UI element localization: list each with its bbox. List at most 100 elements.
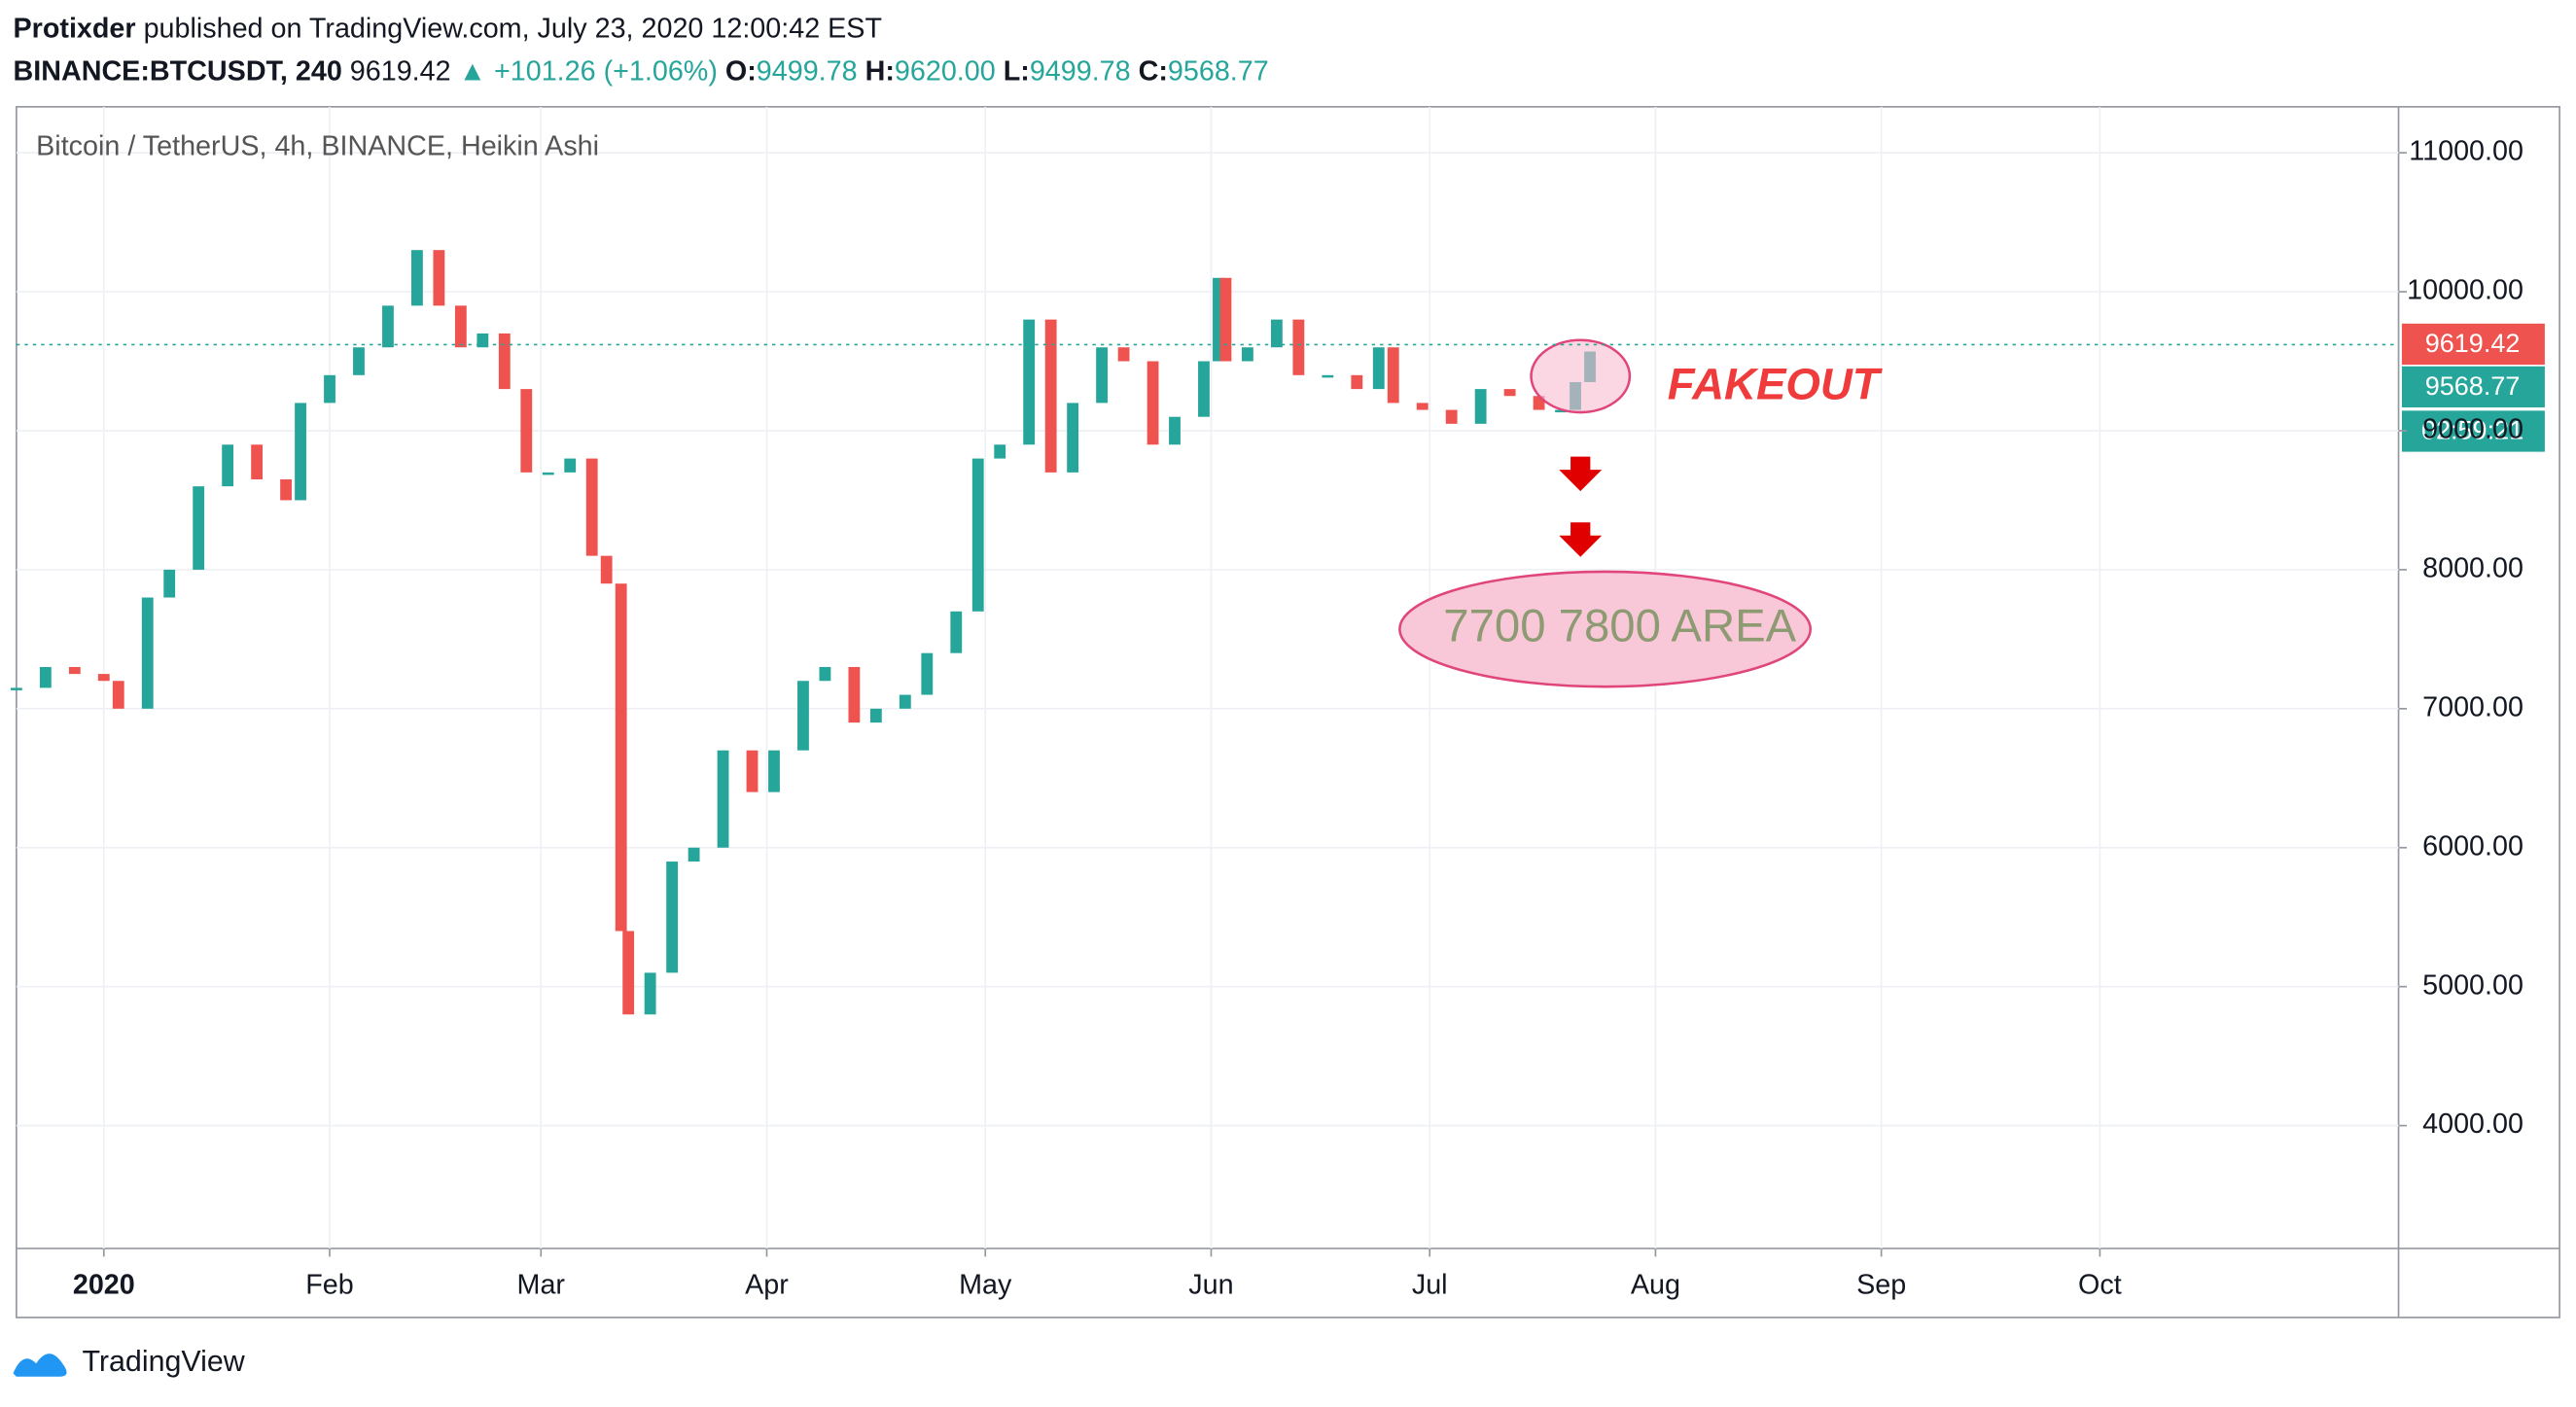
down-arrow xyxy=(1559,522,1603,557)
candle xyxy=(688,847,700,862)
o-label: O: xyxy=(725,55,757,87)
y-tick-label: 4000.00 xyxy=(2422,1108,2523,1140)
candle xyxy=(1322,374,1334,378)
candles xyxy=(10,250,1596,1015)
brand-logo xyxy=(13,1354,67,1377)
x-tick-label: 2020 xyxy=(73,1269,135,1300)
x-tick-label: Jul xyxy=(1412,1269,1448,1300)
candle xyxy=(600,555,613,584)
candle xyxy=(10,687,22,690)
candle xyxy=(848,666,861,723)
candle xyxy=(1147,361,1159,445)
fakeout-label: FAKEOUT xyxy=(1668,360,1884,409)
candle xyxy=(454,305,467,348)
candle xyxy=(68,666,81,675)
x-tick-label: May xyxy=(959,1269,1012,1300)
candle xyxy=(869,708,882,723)
candle xyxy=(1242,347,1253,362)
down-arrow xyxy=(1559,456,1603,492)
candle xyxy=(112,681,124,709)
h-label: H: xyxy=(865,55,895,87)
candle xyxy=(899,694,911,709)
candle xyxy=(295,403,306,501)
l-label: L: xyxy=(1004,55,1030,87)
x-tick-label: Jun xyxy=(1188,1269,1233,1300)
x-tick-label: Sep xyxy=(1856,1269,1906,1300)
candle xyxy=(1067,403,1079,473)
candle xyxy=(141,597,154,709)
candle xyxy=(717,750,729,848)
candle xyxy=(797,681,809,751)
candle xyxy=(1198,361,1210,417)
candle xyxy=(921,652,934,695)
candle xyxy=(1474,389,1487,424)
quote-line: BINANCE:BTCUSDT, 240 9619.42 ▲ +101.26 (… xyxy=(14,55,1269,87)
candle xyxy=(1503,389,1516,397)
candle xyxy=(433,250,445,306)
candle xyxy=(615,583,627,932)
axis-labels: 9619.42 9568.77 02:59:21 xyxy=(2401,323,2545,452)
candle xyxy=(666,862,679,973)
candle xyxy=(476,333,489,348)
candle xyxy=(353,347,365,375)
c-label: C: xyxy=(1139,55,1168,87)
candle xyxy=(193,486,205,570)
y-tick-label: 9000.00 xyxy=(2422,414,2523,445)
candle xyxy=(1533,396,1545,410)
candle xyxy=(1213,277,1224,362)
o: 9499.78 xyxy=(757,55,858,87)
candle xyxy=(746,750,759,792)
candle xyxy=(1292,319,1305,375)
candle xyxy=(1387,347,1399,404)
countdown-box xyxy=(2401,410,2545,452)
candle xyxy=(564,458,577,473)
candle xyxy=(251,444,264,480)
candle xyxy=(97,674,110,682)
author: Protixder xyxy=(14,13,136,44)
candle xyxy=(1096,347,1109,404)
candle xyxy=(1270,319,1283,348)
candle xyxy=(644,972,656,1015)
candle xyxy=(819,666,831,682)
published: published on TradingView.com, July 23, 2… xyxy=(144,13,882,44)
close-label: 9568.77 xyxy=(2425,371,2521,401)
brand: TradingView xyxy=(82,1345,245,1378)
candle xyxy=(622,931,635,1015)
price: 9619.42 xyxy=(350,55,451,87)
candle xyxy=(768,750,780,792)
candle xyxy=(324,374,335,404)
x-tick-label: Aug xyxy=(1631,1269,1680,1300)
candle xyxy=(1351,374,1363,390)
symbol: BINANCE:BTCUSDT, 240 xyxy=(14,55,342,87)
candle xyxy=(1023,319,1036,445)
x-tick-label: Apr xyxy=(745,1269,789,1300)
candle xyxy=(1219,277,1232,362)
candle xyxy=(971,458,984,612)
candle xyxy=(1372,347,1385,390)
candle xyxy=(520,389,533,473)
x-tick-label: Mar xyxy=(517,1269,566,1300)
publish-line: Protixder published on TradingView.com, … xyxy=(14,13,883,44)
last-price-box xyxy=(2401,323,2545,366)
close-box xyxy=(2401,366,2545,407)
candle xyxy=(950,611,963,653)
y-tick-label: 8000.00 xyxy=(2422,553,2523,584)
chart-title: Bitcoin / TetherUS, 4h, BINANCE, Heikin … xyxy=(36,131,599,162)
candle xyxy=(1044,319,1057,473)
target-label: 7700 7800 AREA xyxy=(1443,601,1796,652)
x-tick-label: Oct xyxy=(2078,1269,2122,1300)
candle xyxy=(382,305,394,348)
candle xyxy=(498,333,511,390)
candle xyxy=(542,472,554,475)
c: 9568.77 xyxy=(1168,55,1269,87)
y-tick-label: 11000.00 xyxy=(2409,136,2523,167)
countdown-label: 02:59:21 xyxy=(2421,415,2523,444)
candle xyxy=(1416,403,1429,410)
candle xyxy=(1169,416,1181,445)
y-tick-label: 7000.00 xyxy=(2422,691,2523,722)
candle xyxy=(1117,347,1130,362)
change: ▲ +101.26 (+1.06%) xyxy=(459,55,718,87)
candle xyxy=(222,444,234,487)
candle xyxy=(994,444,1006,459)
